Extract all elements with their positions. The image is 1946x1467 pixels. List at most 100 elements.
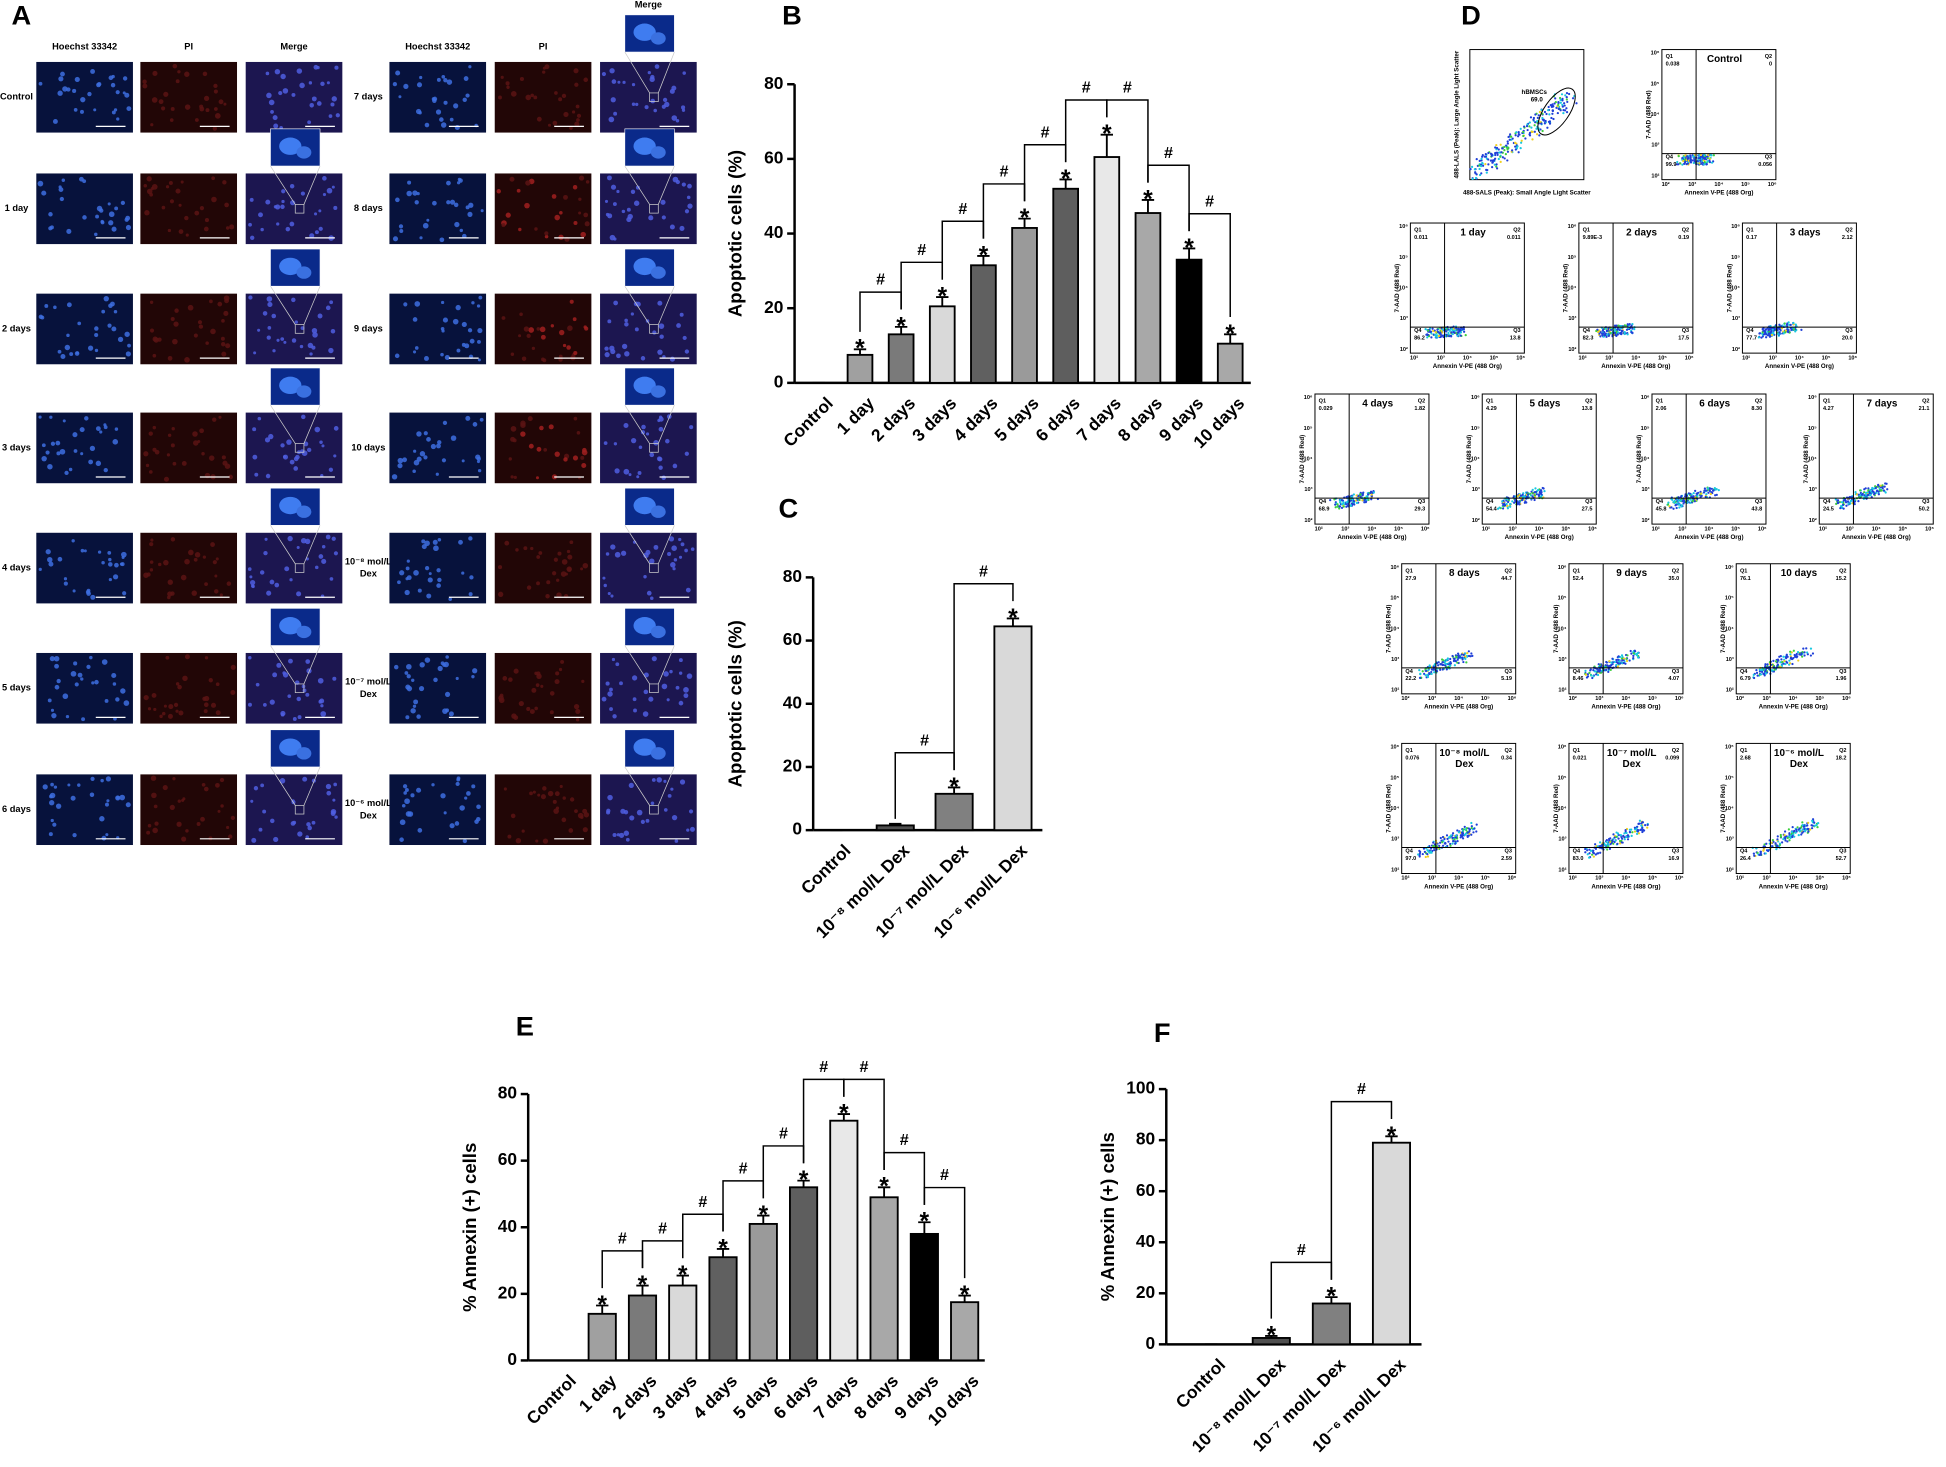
event xyxy=(1879,485,1881,487)
event xyxy=(1500,144,1502,146)
event xyxy=(1609,332,1611,334)
cell xyxy=(559,330,564,335)
cell xyxy=(540,327,546,333)
cell xyxy=(151,793,157,799)
quadrant-name: Q3 xyxy=(1672,669,1679,675)
cell xyxy=(221,319,225,323)
event xyxy=(1619,327,1621,329)
cell xyxy=(149,431,153,435)
cell xyxy=(51,442,55,446)
cell xyxy=(188,550,194,556)
cell xyxy=(426,437,431,442)
cell xyxy=(301,191,305,195)
event xyxy=(1753,674,1755,676)
cell xyxy=(562,94,566,98)
y-tick-label: 80 xyxy=(1136,1129,1155,1149)
event xyxy=(1605,669,1607,671)
event xyxy=(1547,109,1549,111)
event xyxy=(1619,662,1621,664)
cell xyxy=(582,450,588,456)
quadrant-value: 82.3 xyxy=(1583,335,1594,341)
cell xyxy=(195,118,199,122)
cell xyxy=(563,457,567,461)
cell xyxy=(273,115,278,120)
row-label: 8 days xyxy=(354,203,383,213)
cell xyxy=(580,232,586,238)
cell xyxy=(583,827,588,832)
cell xyxy=(162,712,166,716)
event xyxy=(1442,664,1444,666)
cell xyxy=(50,656,55,661)
cell xyxy=(525,95,531,101)
event xyxy=(1801,832,1803,834)
axis-tick-label: 10⁵ xyxy=(1731,255,1740,261)
event xyxy=(1455,660,1457,662)
cell xyxy=(605,200,608,203)
x-axis-label: Annexin V-PE (488 Org) xyxy=(1842,534,1911,541)
cell xyxy=(81,717,85,721)
event xyxy=(1479,174,1481,176)
cell xyxy=(556,807,559,810)
cell xyxy=(689,425,693,429)
event xyxy=(1759,668,1761,670)
event xyxy=(1786,840,1788,842)
event xyxy=(1593,856,1595,858)
cell xyxy=(159,715,162,718)
axis-tick-label: 10² xyxy=(1809,517,1817,524)
quadrant-value: 2.06 xyxy=(1656,406,1667,412)
cell xyxy=(214,574,217,577)
cell xyxy=(53,119,58,124)
event xyxy=(1566,98,1568,100)
axis-tick-label: 10⁴ xyxy=(1705,526,1714,532)
event xyxy=(1534,113,1536,115)
event xyxy=(1425,856,1427,858)
cell xyxy=(669,670,672,673)
cell xyxy=(683,687,689,693)
event xyxy=(1531,138,1533,140)
cell xyxy=(203,556,206,559)
cell xyxy=(51,713,56,718)
event xyxy=(1432,330,1434,332)
cell xyxy=(532,347,535,350)
event xyxy=(1486,169,1488,171)
quadrant-name: Q1 xyxy=(1486,399,1493,405)
axis-tick-label: 10³ xyxy=(1428,695,1436,702)
y-tick-label: 60 xyxy=(1136,1180,1155,1200)
cell xyxy=(163,560,169,566)
cell xyxy=(582,809,587,814)
cell xyxy=(445,692,450,697)
cell xyxy=(295,320,298,323)
cell xyxy=(440,237,445,242)
cell xyxy=(90,793,94,797)
event xyxy=(1502,507,1504,509)
event xyxy=(1801,821,1803,823)
event xyxy=(1468,655,1470,657)
event xyxy=(1537,117,1539,119)
cell xyxy=(172,427,175,430)
cell xyxy=(406,811,412,817)
cell xyxy=(84,416,88,420)
cell xyxy=(455,125,460,130)
event xyxy=(1460,329,1462,331)
cell xyxy=(143,451,148,456)
event xyxy=(1862,493,1864,495)
event xyxy=(1885,483,1887,485)
event xyxy=(1684,154,1686,156)
quadrant-name: Q1 xyxy=(1583,228,1590,234)
cell xyxy=(252,585,255,588)
cell xyxy=(41,456,46,461)
cell xyxy=(314,427,320,433)
cell xyxy=(265,200,270,205)
cell xyxy=(72,539,75,542)
event xyxy=(1764,674,1766,676)
cell xyxy=(433,678,437,682)
event xyxy=(1792,322,1794,324)
cell xyxy=(498,565,502,569)
event xyxy=(1691,493,1693,495)
cell xyxy=(333,206,337,210)
cell xyxy=(330,102,334,106)
cell xyxy=(612,658,615,661)
cell xyxy=(534,707,538,711)
event xyxy=(1763,330,1765,332)
event xyxy=(1753,677,1755,679)
